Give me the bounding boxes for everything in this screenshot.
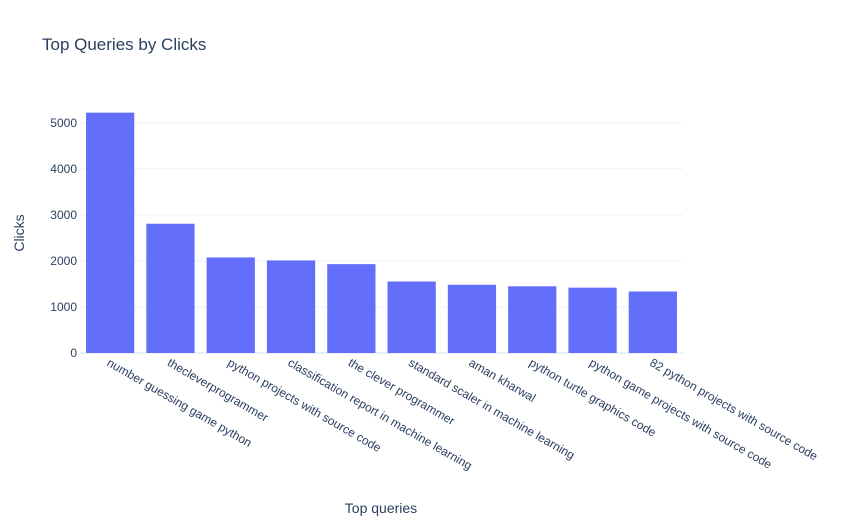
bar[interactable] bbox=[568, 287, 617, 353]
y-axis-title: Clicks bbox=[11, 214, 27, 251]
y-tick-label: 4000 bbox=[50, 162, 77, 176]
bar[interactable] bbox=[86, 112, 135, 353]
x-axis-ticks: number guessing game pythonthecleverprog… bbox=[105, 355, 821, 472]
y-tick-label: 2000 bbox=[50, 254, 77, 268]
bar[interactable] bbox=[508, 286, 557, 353]
chart-title: Top Queries by Clicks bbox=[42, 35, 206, 54]
y-tick-label: 0 bbox=[70, 346, 77, 360]
y-tick-label: 5000 bbox=[50, 116, 77, 130]
bar[interactable] bbox=[206, 257, 255, 353]
bar[interactable] bbox=[327, 264, 376, 353]
x-tick-label: the clever programmer bbox=[346, 355, 458, 427]
bars bbox=[86, 112, 677, 353]
x-tick-label: thecleverprogrammer bbox=[165, 355, 271, 424]
bar[interactable] bbox=[146, 223, 195, 353]
y-axis-ticks: 0 1000 2000 3000 4000 5000 bbox=[50, 116, 77, 360]
bar[interactable] bbox=[628, 291, 677, 353]
bar[interactable] bbox=[266, 260, 316, 353]
bar[interactable] bbox=[387, 281, 436, 353]
y-tick-label: 1000 bbox=[50, 300, 77, 314]
y-tick-label: 3000 bbox=[50, 208, 77, 222]
x-axis-title: Top queries bbox=[345, 500, 417, 516]
bar[interactable] bbox=[447, 284, 497, 353]
